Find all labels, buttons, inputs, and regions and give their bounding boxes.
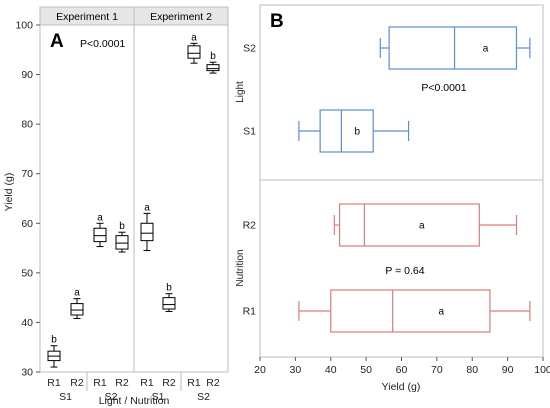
horizontal-box-plot: a R2 <box>243 203 518 247</box>
significance-letter: a <box>144 202 150 213</box>
b-x-tick-label: 70 <box>431 364 443 376</box>
nutrition-tick-label: R1 <box>187 377 201 389</box>
panel-a-boxes: b a a b a b a b <box>47 32 220 368</box>
y-axis-title: Yield (g) <box>3 173 15 212</box>
significance-letter: a <box>439 307 445 318</box>
b-x-tick-label: 80 <box>466 364 478 376</box>
nutrition-tick-label: R1 <box>140 377 154 389</box>
significance-letter: a <box>419 221 425 232</box>
box-plot: a <box>93 212 107 248</box>
light-tick-label: S2 <box>197 391 210 403</box>
panel-a: Experiment 1 Experiment 2 A P<0.0001 30 4… <box>3 6 229 407</box>
box-plot: a <box>140 202 154 252</box>
box-iqr <box>140 222 154 242</box>
box-iqr <box>319 109 374 153</box>
b-category-label: R1 <box>243 306 257 318</box>
b-x-tick-label: 40 <box>325 364 337 376</box>
horizontal-box-plot: b S1 <box>243 109 410 153</box>
b-x-axis-ticks: 20 30 40 50 60 70 80 90 100 <box>254 357 550 376</box>
horizontal-box-plot: a R1 <box>243 289 531 333</box>
box-plot: b <box>47 335 61 368</box>
nutrition-tick-label: R2 <box>206 377 220 389</box>
light-tick-label: S1 <box>152 391 165 403</box>
box-iqr <box>93 227 107 243</box>
significance-letter: b <box>166 283 172 294</box>
box-iqr <box>115 235 129 250</box>
y-tick-label: 50 <box>21 267 33 279</box>
nutrition-tick-label: R1 <box>47 377 61 389</box>
b-x-tick-label: 20 <box>254 364 266 376</box>
panel-a-label: A <box>50 31 64 52</box>
horizontal-box-plot: a S2 <box>243 26 531 70</box>
b-x-tick-label: 30 <box>290 364 302 376</box>
b-x-tick-label: 50 <box>360 364 372 376</box>
x-axis-title: Light / Nutrition <box>99 395 170 407</box>
significance-letter: b <box>210 51 216 62</box>
significance-letter: a <box>97 212 103 223</box>
box-iqr <box>187 45 201 59</box>
nutrition-tick-label: R1 <box>93 377 107 389</box>
significance-letter: a <box>191 32 197 43</box>
box-iqr <box>70 303 84 316</box>
facet-label-2: Experiment 2 <box>150 11 212 23</box>
b-category-label: S2 <box>243 43 256 55</box>
b-x-tick-label: 100 <box>534 364 550 376</box>
box-plot: a <box>70 288 84 319</box>
b-x-axis-title: Yield (g) <box>382 381 421 393</box>
nutrition-tick-label: R2 <box>115 377 129 389</box>
box-iqr <box>330 289 491 333</box>
y-axis-ticks: 30 40 50 60 70 80 90 100 <box>15 20 40 379</box>
light-tick-label: S1 <box>59 391 72 403</box>
y-tick-label: 100 <box>15 20 33 32</box>
box-iqr <box>338 203 480 247</box>
nutrition-tick-label: R2 <box>162 377 176 389</box>
panel-b-boxes: a S2 b S1 a R2 a R1 <box>243 26 531 333</box>
panel-b-label: B <box>270 11 284 32</box>
facet-label-1: Experiment 1 <box>56 11 118 23</box>
significance-letter: b <box>119 221 125 232</box>
box-plot: b <box>162 283 176 313</box>
significance-letter: b <box>355 127 361 138</box>
significance-letter: a <box>483 44 489 55</box>
section-title-light: Light <box>235 81 246 103</box>
y-tick-label: 30 <box>21 367 33 379</box>
box-plot: a <box>187 32 201 64</box>
light-tick-label: S2 <box>105 391 118 403</box>
box-iqr <box>206 64 220 72</box>
b-category-label: R2 <box>243 220 257 232</box>
b-category-label: S1 <box>243 126 256 138</box>
b-x-tick-label: 90 <box>502 364 514 376</box>
box-iqr <box>162 297 176 310</box>
panel-b: B Light Nutrition P<0.0001 P = 0.64 a S2 b… <box>235 4 550 393</box>
box-plot: b <box>115 221 129 253</box>
significance-letter: a <box>74 288 80 299</box>
y-tick-label: 60 <box>21 218 33 230</box>
box-iqr <box>388 26 518 70</box>
x-axis-labels: R1 R2 R1 R2 R1 R2 R1 R2 S1 S2 S1 S2 <box>47 377 220 403</box>
b-x-tick-label: 60 <box>396 364 408 376</box>
significance-letter: b <box>51 335 57 346</box>
section-title-nutrition: Nutrition <box>235 249 246 286</box>
nutrition-tick-label: R2 <box>70 377 84 389</box>
y-tick-label: 80 <box>21 119 33 131</box>
y-tick-label: 90 <box>21 69 33 81</box>
box-plot: b <box>206 51 220 74</box>
panel-a-p-value: P<0.0001 <box>80 38 125 50</box>
light-p-value: P<0.0001 <box>421 82 466 94</box>
nutrition-p-value: P = 0.64 <box>385 265 424 277</box>
y-tick-label: 40 <box>21 317 33 329</box>
facet-strip-2 <box>133 6 229 26</box>
y-tick-label: 70 <box>21 168 33 180</box>
